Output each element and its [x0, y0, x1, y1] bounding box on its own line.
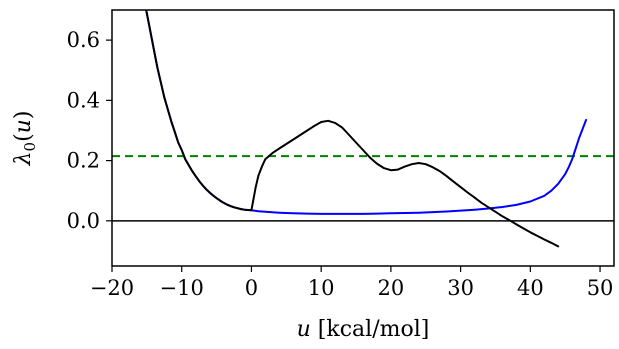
x-tick-label: 30 — [447, 276, 474, 300]
x-axis-label-unit: [kcal/mol] — [311, 317, 430, 342]
plot-frame — [111, 9, 615, 267]
x-axis-label-variable: u — [297, 317, 311, 342]
y-axis-label-symbol: λ — [11, 151, 36, 166]
y-axis-label-paren-open: ( — [11, 133, 36, 142]
y-tick-label: 0.4 — [67, 88, 100, 112]
x-tick-label: 50 — [587, 276, 614, 300]
x-tick-label: 20 — [378, 276, 405, 300]
series-line-2 — [145, 10, 560, 248]
reference-lines — [112, 155, 614, 222]
y-tick-label: 0.6 — [67, 28, 100, 52]
x-tick-label: 0 — [245, 276, 258, 300]
x-axis-ticks: −20 −10 0 10 20 30 40 50 — [90, 266, 614, 300]
y-tick-label: 0.2 — [67, 149, 100, 173]
x-tick-label: −10 — [160, 276, 204, 300]
x-tick-label: 10 — [308, 276, 335, 300]
y-axis-label-argument: u — [11, 119, 36, 133]
y-tick-label: 0.0 — [67, 209, 100, 233]
series-line-1 — [145, 10, 588, 215]
y-axis-ticks: 0.0 0.2 0.4 0.6 — [67, 28, 112, 233]
y-axis-label-subscript: 0 — [21, 142, 39, 152]
y-axis-label: λ0(u) — [11, 111, 39, 167]
x-tick-label: −20 — [90, 276, 134, 300]
y-axis-label-paren-close: ) — [11, 111, 36, 120]
x-axis-label: u [kcal/mol] — [297, 317, 430, 342]
x-tick-label: 40 — [517, 276, 544, 300]
series-lines — [145, 10, 588, 248]
